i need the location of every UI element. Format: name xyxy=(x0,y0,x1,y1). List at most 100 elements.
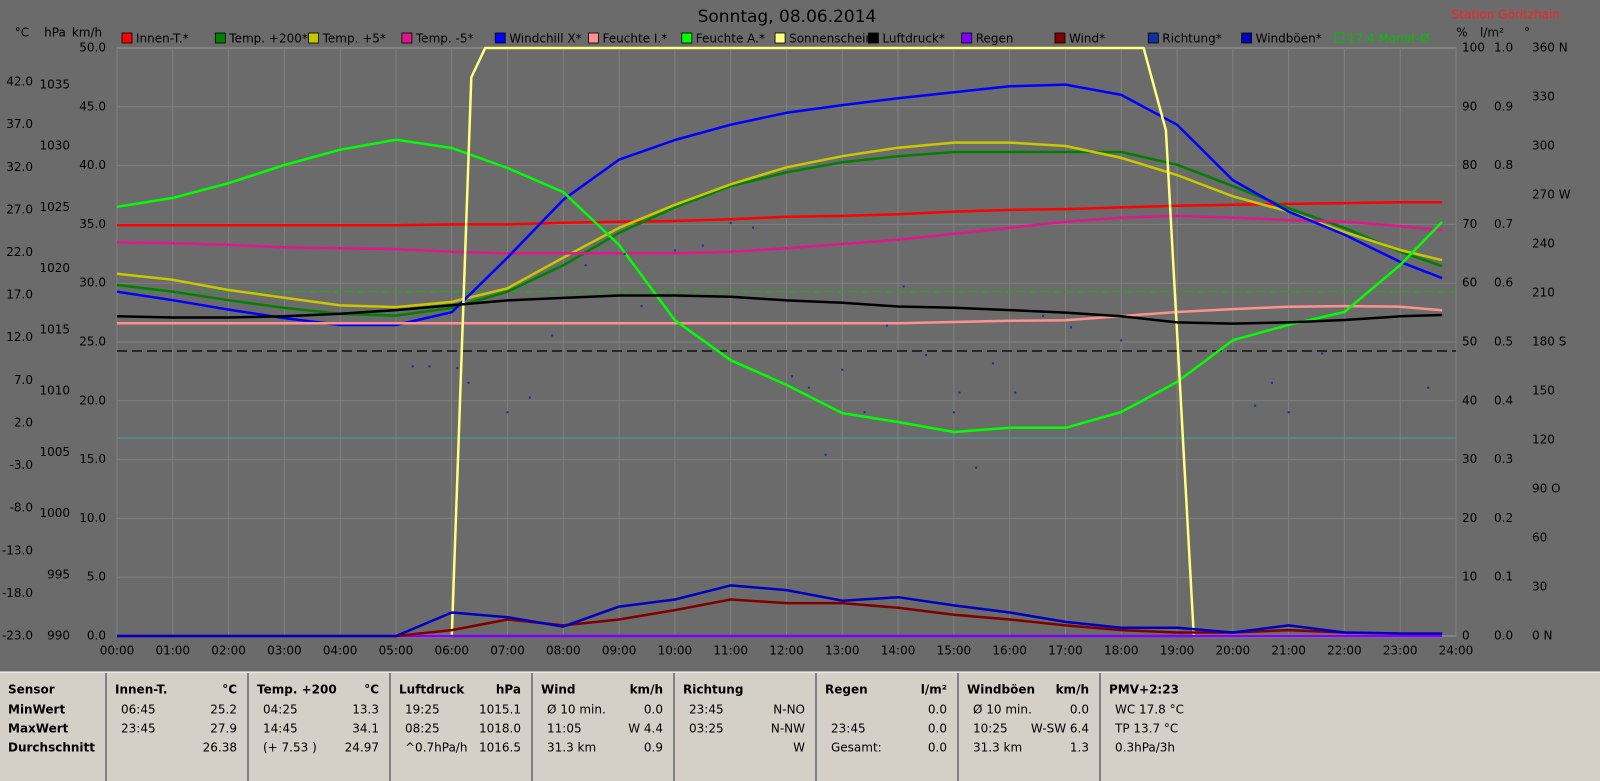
y-tick-label: 7.0 xyxy=(14,373,33,387)
y-tick-label: 990 xyxy=(47,629,70,643)
y-tick-label: 100 xyxy=(1462,41,1485,55)
y-tick-label: 30 xyxy=(1462,452,1477,466)
y-tick-label: 90 O xyxy=(1532,482,1561,496)
x-tick-label: 05:00 xyxy=(379,644,414,658)
y-tick-label: 0.5 xyxy=(1494,335,1513,349)
stats-panel xyxy=(0,672,1600,781)
point xyxy=(924,354,927,357)
point xyxy=(551,334,554,337)
point xyxy=(528,396,531,399)
y-tick-label: 30 xyxy=(1532,580,1547,594)
legend-label: Sonnenschein* xyxy=(789,32,879,46)
point xyxy=(456,367,459,370)
y-tick-label: 42.0 xyxy=(6,75,33,89)
y-tick-label: 5.0 xyxy=(87,570,106,584)
stat-label: ^0.7hPa/h xyxy=(405,741,467,755)
stat-label: Durchschnitt xyxy=(8,741,95,755)
x-tick-label: 18:00 xyxy=(1104,644,1139,658)
y-tick-label: 30.0 xyxy=(79,276,106,290)
legend-label: Wind* xyxy=(1069,32,1105,46)
y-tick-label: 330 xyxy=(1532,90,1555,104)
point xyxy=(885,324,888,327)
point xyxy=(428,365,431,368)
y-tick-label: 120 xyxy=(1532,433,1555,447)
x-tick-label: 13:00 xyxy=(825,644,860,658)
stat-label: 06:45 xyxy=(121,703,156,717)
y-tick-label: 0.3 xyxy=(1494,452,1513,466)
y-tick-label: 22.0 xyxy=(6,245,33,259)
y-tick-label: 0 N xyxy=(1532,629,1552,643)
stat-label: 31.3 km xyxy=(973,741,1022,755)
point xyxy=(752,226,755,229)
x-tick-label: 07:00 xyxy=(490,644,525,658)
stat-label: 14:45 xyxy=(263,722,298,736)
legend-label: Temp. +5* xyxy=(322,32,386,46)
stat-value: 0.0 xyxy=(1070,703,1089,717)
x-tick-label: 01:00 xyxy=(155,644,190,658)
y-tick-label: 0 xyxy=(1462,629,1470,643)
point xyxy=(952,411,955,414)
y-tick-label: 25.0 xyxy=(79,335,106,349)
panel-header: Windböen xyxy=(967,683,1035,697)
point xyxy=(824,453,827,456)
y-tick-label: 210 xyxy=(1532,286,1555,300)
x-tick-label: 11:00 xyxy=(713,644,748,658)
x-tick-label: 09:00 xyxy=(602,644,637,658)
y-tick-label: -13.0 xyxy=(2,543,33,557)
panel-header: Luftdruck xyxy=(399,683,465,697)
y-tick-label: 0.9 xyxy=(1494,99,1513,113)
point xyxy=(1287,411,1290,414)
legend-swatch xyxy=(681,32,693,44)
stat-value: 0.9 xyxy=(644,741,663,755)
y-tick-label: 70 xyxy=(1462,217,1477,231)
stat-value: N-NO xyxy=(773,703,805,717)
legend-label: Feuchte A.* xyxy=(696,32,765,46)
y-tick-label: 0.4 xyxy=(1494,393,1513,407)
stat-label: 23:45 xyxy=(121,722,156,736)
stat-value: 1016.5 xyxy=(479,741,521,755)
panel-header: Richtung xyxy=(683,683,743,697)
stat-value: W xyxy=(793,741,805,755)
y-tick-label: 45.0 xyxy=(79,99,106,113)
stat-value: 34.1 xyxy=(352,722,379,736)
y-tick-label: 0.0 xyxy=(1494,629,1513,643)
legend-label: Windböen* xyxy=(1256,32,1322,46)
y-tick-label: 1005 xyxy=(39,445,70,459)
stat-label: Ø 10 min. xyxy=(547,703,606,717)
stat-label: 19:25 xyxy=(405,703,440,717)
point xyxy=(506,411,509,414)
y-tick-label: -18.0 xyxy=(2,586,33,600)
stat-label: 10:25 xyxy=(973,722,1008,736)
x-tick-label: 02:00 xyxy=(211,644,246,658)
x-tick-label: 15:00 xyxy=(937,644,972,658)
point xyxy=(841,368,844,371)
x-tick-label: 23:00 xyxy=(1383,644,1418,658)
y-tick-label: 240 xyxy=(1532,237,1555,251)
y-tick-label: 1025 xyxy=(39,200,70,214)
point xyxy=(1270,381,1273,384)
stat-value: W-SW 6.4 xyxy=(1031,722,1089,736)
y-tick-label: 0.6 xyxy=(1494,276,1513,290)
panel-header: PMV+2:23 xyxy=(1109,683,1179,697)
panel-unit: hPa xyxy=(496,683,521,697)
x-tick-label: 00:00 xyxy=(100,644,135,658)
point xyxy=(1427,386,1430,389)
y-tick-label: 32.0 xyxy=(6,160,33,174)
axis-unit: ° xyxy=(1524,26,1530,40)
y-tick-label: -8.0 xyxy=(10,501,33,515)
y-tick-label: 150 xyxy=(1532,384,1555,398)
y-tick-label: 12.0 xyxy=(6,330,33,344)
stat-label: MaxWert xyxy=(8,722,69,736)
y-tick-label: 1010 xyxy=(39,384,70,398)
legend-swatch xyxy=(868,32,879,44)
panel-header: Temp. +200 xyxy=(257,683,337,697)
axis-unit: hPa xyxy=(44,26,66,40)
point xyxy=(701,244,704,247)
x-tick-label: 12:00 xyxy=(769,644,804,658)
legend-swatch xyxy=(961,32,973,44)
panel-header: Wind xyxy=(541,683,575,697)
legend-label: Innen-T.* xyxy=(136,32,189,46)
y-tick-label: 80 xyxy=(1462,158,1477,172)
